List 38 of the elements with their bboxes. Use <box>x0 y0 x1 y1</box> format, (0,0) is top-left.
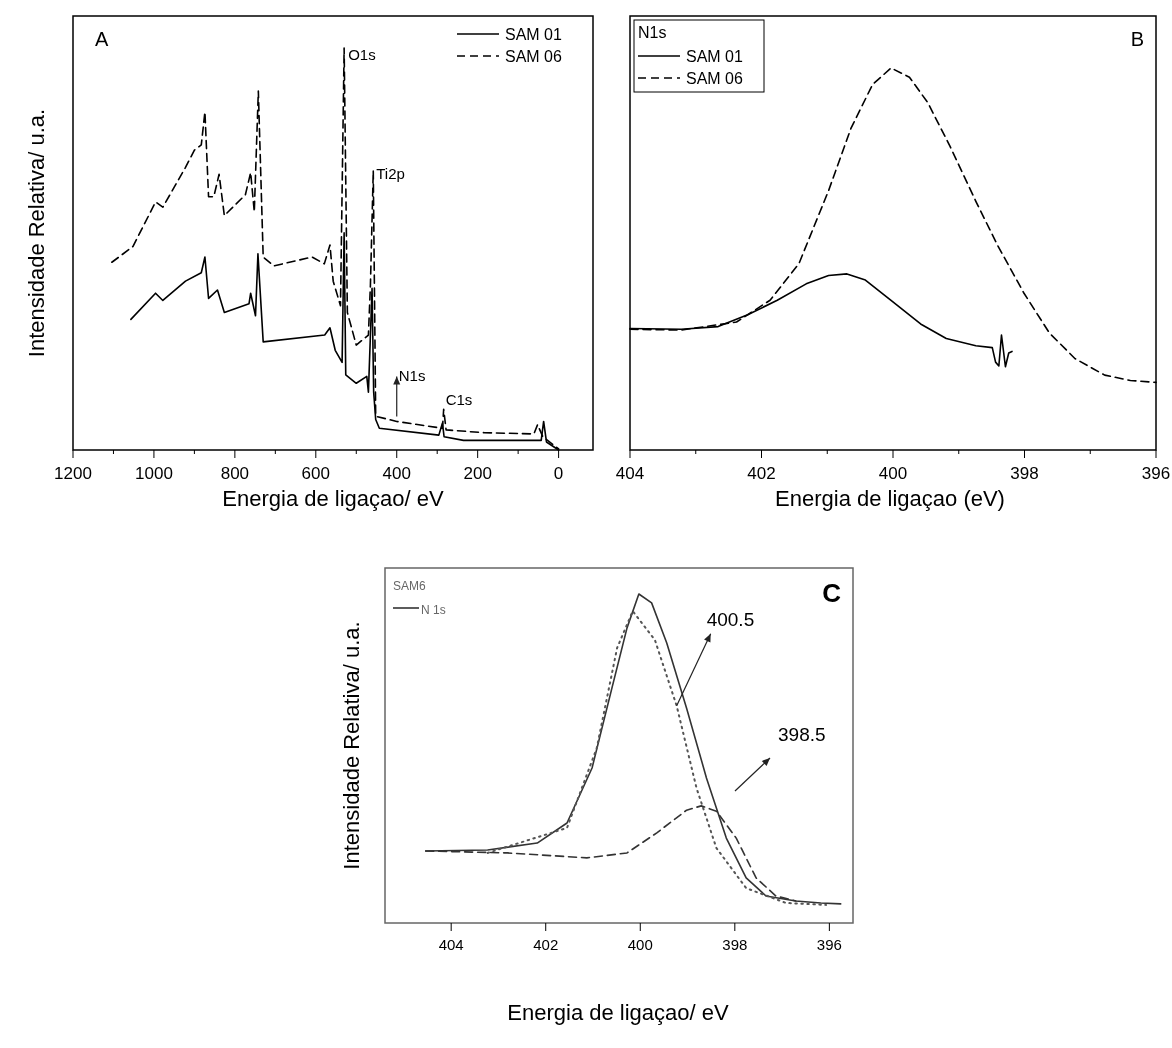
legend-label: N 1s <box>421 603 446 617</box>
x-tick-label: 404 <box>615 464 645 483</box>
annotation: C1s <box>445 391 473 409</box>
x-tick-label: 402 <box>747 464 776 483</box>
annotation: 398.5 <box>778 724 826 745</box>
x-axis-title: Energia de ligaçao (eV) <box>775 486 1005 511</box>
legend-label: SAM 01 <box>686 48 744 65</box>
legend-label: SAM 06 <box>505 48 563 65</box>
legend-title: N1s <box>638 24 667 41</box>
x-tick-label: 402 <box>533 936 559 953</box>
x-tick-label: 200 <box>463 464 492 483</box>
x-tick-label: 404 <box>438 936 464 953</box>
y-axis-title: Intensidade Relativa/ u.a. <box>23 108 49 358</box>
text: B <box>1130 28 1144 50</box>
x-tick-label: 800 <box>220 464 250 483</box>
annotation: O1s <box>348 46 376 63</box>
x-tick-label: 400 <box>627 936 653 953</box>
legend-title: SAM6 <box>393 579 426 593</box>
x-tick-label: 0 <box>553 464 564 483</box>
legend-label: SAM 01 <box>505 26 563 43</box>
x-tick-label: 400 <box>382 464 411 483</box>
x-axis-title: Energia de ligaçao/ eV <box>507 1000 730 1025</box>
annotation: Ti2p <box>376 164 405 182</box>
x-tick-label: 396 <box>816 936 842 953</box>
annotation: 400.5 <box>706 608 755 630</box>
legend-label: SAM 06 <box>686 70 744 87</box>
annotation: C <box>822 578 842 608</box>
x-tick-label: 400 <box>878 464 908 483</box>
annotation: N1s <box>398 367 426 385</box>
x-tick-label: 398 <box>1010 464 1039 483</box>
y-axis-title: Intensidade Relativa/ u.a. <box>338 621 364 870</box>
x-tick-label: 398 <box>722 936 748 953</box>
x-tick-label: 396 <box>1141 464 1171 483</box>
annotation: A <box>95 28 109 50</box>
x-tick-label: 1000 <box>135 464 173 483</box>
x-tick-label: 600 <box>301 464 330 483</box>
x-axis-title: Energia de ligaçao/ eV <box>222 486 445 511</box>
x-tick-label: 1200 <box>54 464 92 483</box>
